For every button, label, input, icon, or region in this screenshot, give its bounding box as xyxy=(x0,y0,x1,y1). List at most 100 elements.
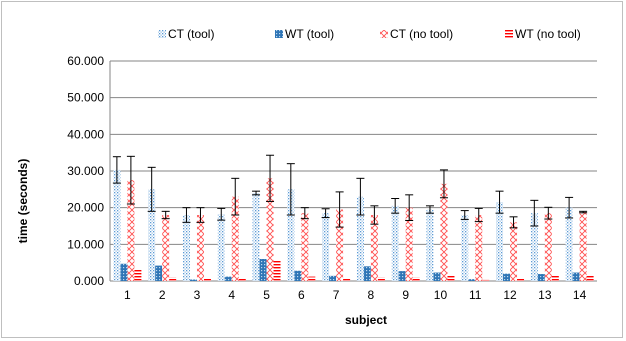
error-bar xyxy=(356,177,365,216)
bar-ct-tool-subject-1 xyxy=(113,169,121,281)
y-tick-label: 0.000 xyxy=(74,274,104,288)
error-bar xyxy=(565,196,574,219)
bar-ct-no-tool-subject-2 xyxy=(162,215,170,281)
bar-wt-tool-subject-8 xyxy=(363,266,371,281)
bar-wt-tool-subject-10 xyxy=(433,272,441,281)
bar-ct-tool-subject-4 xyxy=(217,214,225,281)
bar-ct-tool-subject-2 xyxy=(148,189,156,281)
bar-ct-no-tool-subject-4 xyxy=(231,196,239,281)
error-bar xyxy=(579,210,588,214)
error-bar xyxy=(425,205,434,214)
x-tick-label: 3 xyxy=(194,288,201,302)
bar-ct-tool-subject-3 xyxy=(182,215,190,281)
x-tick-label: 2 xyxy=(159,288,166,302)
bar-ct-tool-subject-9 xyxy=(391,205,399,281)
bar-ct-no-tool-subject-12 xyxy=(510,222,518,281)
y-tick-label: 40.000 xyxy=(67,127,104,141)
bar-wt-no-tool-subject-12 xyxy=(517,277,525,281)
error-bar xyxy=(286,163,295,216)
error-bars xyxy=(112,154,588,229)
error-bar xyxy=(405,194,414,221)
bar-ct-tool-subject-6 xyxy=(287,189,295,281)
legend-item: WT (tool) xyxy=(275,27,334,41)
bar-wt-tool-subject-14 xyxy=(572,272,580,281)
bar-wt-no-tool-subject-9 xyxy=(412,277,420,281)
error-bar xyxy=(495,190,504,214)
legend-label: WT (no tool) xyxy=(515,27,581,41)
bar-ct-tool-subject-14 xyxy=(565,207,573,281)
x-tick-labels: 1 2 3 4 5 6 7 8 9 10 11 12 13 14 xyxy=(124,288,587,302)
bar-ct-no-tool-subject-8 xyxy=(370,215,378,281)
error-bar xyxy=(300,207,309,220)
error-bar xyxy=(335,191,344,228)
bar-ct-no-tool-subject-1 xyxy=(127,180,135,281)
bar-wt-no-tool-subject-14 xyxy=(586,275,594,281)
legend-label: CT (no tool) xyxy=(390,27,453,41)
bar-ct-tool-subject-5 xyxy=(252,193,260,281)
error-bar xyxy=(391,198,400,214)
legend-swatch xyxy=(380,30,388,38)
error-bar xyxy=(252,190,261,196)
error-bar xyxy=(460,210,469,220)
error-bar xyxy=(126,155,135,205)
y-tick-label: 60.000 xyxy=(67,54,104,68)
y-tick-labels: 0.000 10.000 20.000 30.000 40.000 50.000 60.00… xyxy=(67,54,104,288)
x-axis-title: subject xyxy=(345,313,387,327)
x-tick-label: 14 xyxy=(573,288,587,302)
legend-swatch xyxy=(275,30,283,38)
x-tick-label: 7 xyxy=(333,288,340,302)
x-tick-label: 4 xyxy=(228,288,235,302)
bar-wt-no-tool-subject-4 xyxy=(238,278,246,281)
bar-wt-tool-subject-3 xyxy=(189,279,197,281)
y-axis-title: time (seconds) xyxy=(16,159,30,244)
x-tick-label: 10 xyxy=(434,288,448,302)
bar-ct-tool-subject-12 xyxy=(496,202,504,281)
bar-wt-tool-subject-9 xyxy=(398,271,406,281)
error-bar xyxy=(509,216,518,229)
bars xyxy=(113,169,594,281)
bar-ct-no-tool-subject-11 xyxy=(475,215,483,281)
legend-item: CT (tool) xyxy=(158,27,214,41)
bar-wt-no-tool-subject-5 xyxy=(273,260,281,281)
bar-ct-no-tool-subject-10 xyxy=(440,183,448,281)
y-tick-label: 20.000 xyxy=(67,201,104,215)
bar-wt-no-tool-subject-1 xyxy=(134,270,142,281)
error-bar xyxy=(370,205,379,225)
y-tick-label: 50.000 xyxy=(67,91,104,105)
x-tick-label: 9 xyxy=(402,288,409,302)
bar-wt-tool-subject-7 xyxy=(329,275,337,281)
bar-wt-tool-subject-12 xyxy=(503,273,511,281)
bar-ct-no-tool-subject-3 xyxy=(196,215,204,281)
bar-wt-tool-subject-2 xyxy=(155,265,163,281)
bar-wt-no-tool-subject-8 xyxy=(377,277,385,281)
bar-wt-tool-subject-13 xyxy=(537,274,545,281)
bar-wt-no-tool-subject-13 xyxy=(551,275,559,281)
bar-ct-no-tool-subject-5 xyxy=(266,178,274,281)
error-bar xyxy=(217,207,226,221)
legend-item: CT (no tool) xyxy=(380,27,453,41)
bar-ct-tool-subject-13 xyxy=(530,213,538,281)
error-bar xyxy=(112,156,121,184)
bar-ct-no-tool-subject-6 xyxy=(301,213,309,281)
legend-label: WT (tool) xyxy=(285,27,334,41)
bar-wt-no-tool-subject-10 xyxy=(447,275,455,281)
bar-wt-no-tool-subject-2 xyxy=(169,277,177,281)
bar-wt-no-tool-subject-7 xyxy=(343,278,351,281)
bar-ct-no-tool-subject-13 xyxy=(544,213,552,281)
error-bar xyxy=(321,208,330,219)
bar-wt-no-tool-subject-3 xyxy=(203,278,211,281)
bar-ct-no-tool-subject-7 xyxy=(336,209,344,281)
bar-wt-tool-subject-4 xyxy=(224,276,232,281)
x-tick-label: 1 xyxy=(124,288,131,302)
bar-ct-no-tool-subject-9 xyxy=(405,207,413,281)
bar-wt-no-tool-subject-6 xyxy=(308,276,316,281)
x-tick-label: 12 xyxy=(503,288,517,302)
bar-wt-tool-subject-6 xyxy=(294,270,302,281)
bar-ct-tool-subject-11 xyxy=(461,215,469,281)
x-tick-label: 8 xyxy=(368,288,375,302)
bar-wt-no-tool-subject-11 xyxy=(482,279,490,281)
x-tick-label: 6 xyxy=(298,288,305,302)
error-bar xyxy=(530,199,539,227)
